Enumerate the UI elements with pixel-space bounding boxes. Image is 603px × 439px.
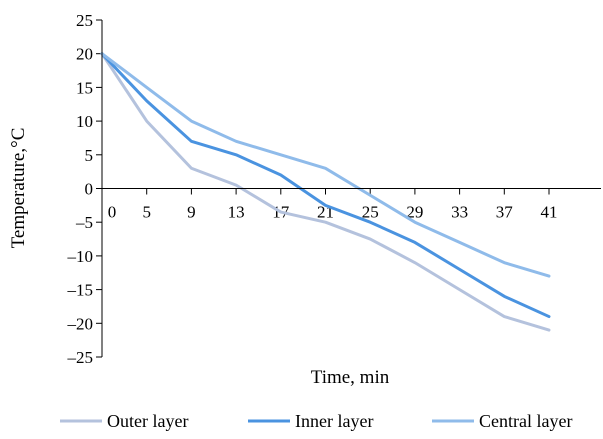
x-tick-label: 29 (406, 203, 423, 222)
x-tick-label: 25 (362, 203, 379, 222)
y-tick-label: –20 (67, 314, 94, 333)
y-tick-label: –10 (67, 247, 94, 266)
series-line-inner-layer (100, 52, 551, 319)
y-tick-label: –5 (75, 213, 93, 232)
series-lines (100, 52, 551, 332)
x-tick-label: 0 (108, 203, 117, 222)
x-tick-label: 33 (451, 203, 468, 222)
y-tick-label: –15 (67, 281, 94, 300)
y-tick-label: 10 (76, 112, 93, 131)
x-tick-label: 41 (541, 203, 558, 222)
legend-label: Inner layer (295, 411, 373, 431)
x-tick-label: 13 (228, 203, 245, 222)
x-tick-label: 9 (187, 203, 196, 222)
series-line-central-layer (100, 52, 551, 278)
y-tick-label: 5 (85, 146, 94, 165)
y-tick-label: 15 (76, 78, 93, 97)
legend-label: Central layer (479, 411, 572, 431)
y-axis-ticks: 25 20 15 10 5 0 –5 –10 –15 –20 –25 (67, 11, 102, 367)
x-axis-title: Time, min (311, 367, 390, 388)
y-tick-label: –25 (67, 348, 94, 367)
series-line-outer-layer (100, 52, 551, 332)
y-tick-label: 25 (76, 11, 93, 30)
legend-label: Outer layer (107, 411, 188, 431)
y-tick-label: 20 (76, 45, 93, 64)
x-tick-label: 37 (496, 203, 514, 222)
x-axis-ticks: 0 5 9 13 17 21 25 29 33 37 41 (108, 188, 558, 222)
x-tick-label: 5 (142, 203, 151, 222)
legend: Outer layer Inner layer Central layer (60, 411, 572, 431)
y-tick-label: 0 (85, 180, 94, 199)
y-axis-title: Temperature,°C (8, 128, 29, 249)
